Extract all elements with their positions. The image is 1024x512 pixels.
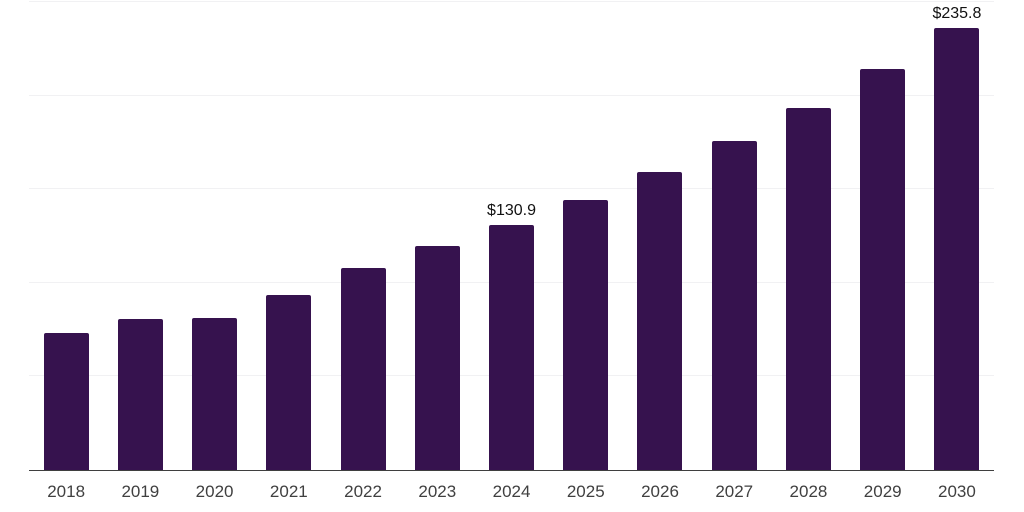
gridline-200 — [29, 94, 994, 96]
bar-2021 — [266, 294, 312, 470]
bar-2026 — [637, 171, 683, 470]
bar-slot-2030: $235.8 — [920, 0, 994, 470]
x-tick-2027: 2027 — [715, 482, 754, 501]
x-tick-2021: 2021 — [269, 482, 308, 501]
bar-2025 — [563, 199, 609, 470]
x-tick-2025: 2025 — [566, 482, 605, 501]
bar-slot-2025 — [549, 0, 623, 470]
bar-2030: $235.8 — [932, 6, 981, 470]
x-tick-2022: 2022 — [344, 482, 382, 501]
bar-slot-2026 — [623, 0, 697, 470]
bar-slot-2020 — [177, 0, 251, 470]
x-tick-2018: 2018 — [47, 482, 86, 501]
bar-2020 — [192, 317, 238, 470]
x-tick-2029: 2029 — [863, 482, 902, 501]
value-label-2024: $130.9 — [487, 201, 536, 219]
plot-area: $130.9 $235.8 — [29, 0, 994, 471]
bar-slot-2021 — [252, 0, 326, 470]
bars-row: $130.9 $235.8 — [29, 0, 994, 470]
bar-slot-2022 — [326, 0, 400, 470]
gridline-150 — [29, 188, 994, 190]
bar-2023 — [414, 246, 460, 470]
x-tick-2030: 2030 — [938, 482, 976, 501]
x-axis-labels: 2018 2019 2020 2021 2022 2023 2024 2025 2026 2027… — [29, 482, 994, 502]
x-tick-2026: 2026 — [641, 482, 679, 501]
value-label-2030: $235.8 — [932, 5, 982, 23]
bar-slot-2029 — [846, 0, 920, 470]
x-tick-2024: 2024 — [492, 482, 531, 501]
bar-slot-2024: $130.9 — [474, 0, 548, 470]
bar-slot-2018 — [29, 0, 103, 470]
x-tick-2020: 2020 — [195, 482, 234, 501]
bar-2027 — [711, 141, 757, 470]
bar-slot-2027 — [697, 0, 771, 470]
bar-slot-2019 — [103, 0, 177, 470]
x-axis-line — [29, 470, 994, 471]
gridline-250 — [29, 0, 994, 2]
bar-2018 — [43, 332, 89, 470]
bar-slot-2023 — [400, 0, 474, 470]
bar-2022 — [340, 267, 386, 470]
x-tick-2019: 2019 — [121, 482, 160, 501]
bar-2029 — [860, 69, 906, 470]
bar-2028 — [785, 107, 831, 470]
x-tick-2023: 2023 — [418, 482, 457, 501]
bar-2024: $130.9 — [487, 202, 536, 470]
x-tick-2028: 2028 — [789, 482, 828, 501]
bar-slot-2028 — [771, 0, 845, 470]
bar-2019 — [117, 319, 163, 470]
